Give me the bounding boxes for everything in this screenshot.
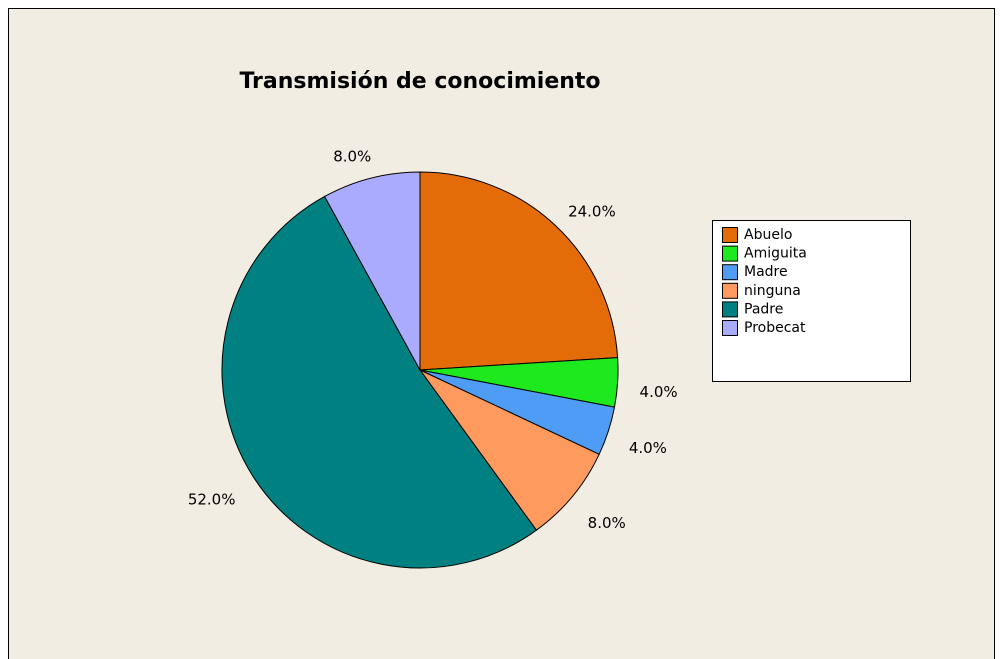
- legend-label: ninguna: [744, 283, 801, 299]
- legend-swatch: [722, 301, 738, 318]
- legend-label: Probecat: [744, 320, 806, 336]
- legend-swatch: [722, 245, 738, 262]
- pie-slice: [221, 195, 538, 569]
- chart-title: Transmisión de conocimiento: [239, 69, 600, 94]
- pie-slice: [419, 171, 619, 371]
- slice-label: 4.0%: [640, 383, 678, 401]
- legend-swatch: [722, 264, 738, 281]
- pie-slice: [419, 369, 600, 531]
- legend-label: Padre: [744, 301, 783, 317]
- legend-swatch: [722, 320, 738, 336]
- legend-swatch: [722, 227, 738, 243]
- legend-label: Madre: [744, 264, 788, 280]
- slice-label: 4.0%: [629, 439, 667, 457]
- pie-slice: [323, 171, 421, 371]
- legend-label: Abuelo: [744, 227, 792, 243]
- legend-box: [712, 220, 911, 382]
- slice-label: 24.0%: [568, 202, 616, 220]
- slice-label: 8.0%: [588, 514, 626, 532]
- legend-swatch: [722, 282, 738, 299]
- slice-label: 52.0%: [188, 491, 236, 509]
- legend-label: Amiguita: [744, 246, 807, 262]
- slice-label: 8.0%: [333, 148, 371, 166]
